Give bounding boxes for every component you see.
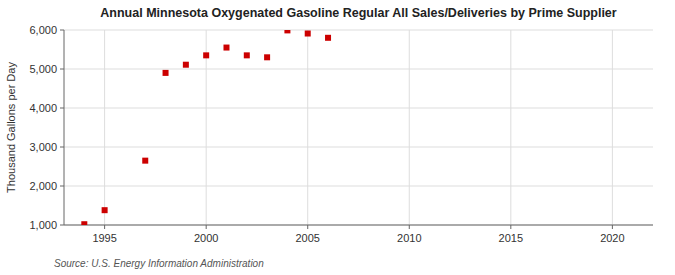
points (81, 30, 331, 225)
y-tick (60, 69, 64, 70)
y-tick (60, 225, 64, 226)
grid (64, 30, 653, 225)
y-axis-label: Thousand Gallons per Day (5, 62, 17, 193)
x-tick (612, 225, 613, 229)
point (183, 62, 189, 68)
point (264, 54, 270, 60)
annotation: Source: U.S. Energy Information Administ… (54, 258, 264, 269)
x-grid-line (409, 30, 410, 225)
point (142, 158, 148, 164)
y-tick-label: 4,000 (29, 102, 57, 114)
x-grid-line (104, 30, 105, 225)
chart: Annual Minnesota Oxygenated Gasoline Reg… (0, 0, 675, 275)
point (203, 52, 209, 58)
x-tick (307, 225, 308, 229)
y-tick-label: 6,000 (29, 24, 57, 36)
x-grid-line (510, 30, 511, 225)
point (102, 207, 108, 213)
title: Annual Minnesota Oxygenated Gasoline Reg… (100, 6, 616, 20)
x-tick-label: 2000 (194, 232, 218, 244)
y-axis-line (64, 30, 65, 225)
y-tick (60, 30, 64, 31)
y-grid-line (64, 30, 653, 31)
x-tick (409, 225, 410, 229)
point (81, 221, 87, 225)
point (223, 45, 229, 51)
point (284, 30, 290, 33)
x-grid-line (206, 30, 207, 225)
x-tick-label: 2020 (600, 232, 624, 244)
x-tick-label: 2010 (397, 232, 421, 244)
x-axis-line (64, 225, 653, 226)
y-grid-line (64, 186, 653, 187)
y-tick (60, 147, 64, 148)
y-tick (60, 108, 64, 109)
y-grid-line (64, 69, 653, 70)
axes: 1,000 2,000 3,000 4,000 5,000 6,000 1995 2000 20… (29, 24, 653, 244)
x-tick (510, 225, 511, 229)
chart-container: Annual Minnesota Oxygenated Gasoline Reg… (0, 0, 675, 275)
x-tick (104, 225, 105, 229)
x-tick-label: 2005 (295, 232, 319, 244)
point (325, 35, 331, 41)
point (244, 52, 250, 58)
x-tick-label: 2015 (499, 232, 523, 244)
x-tick-label: 1995 (92, 232, 116, 244)
y-tick (60, 186, 64, 187)
point (305, 31, 311, 37)
y-grid-line (64, 225, 653, 226)
y-tick-label: 1,000 (29, 219, 57, 231)
x-tick (206, 225, 207, 229)
y-grid-line (64, 147, 653, 148)
point (163, 70, 169, 76)
y-tick-label: 2,000 (29, 180, 57, 192)
y-tick-label: 3,000 (29, 141, 57, 153)
x-grid-line (307, 30, 308, 225)
x-grid-line (612, 30, 613, 225)
y-tick-label: 5,000 (29, 63, 57, 75)
y-grid-line (64, 108, 653, 109)
